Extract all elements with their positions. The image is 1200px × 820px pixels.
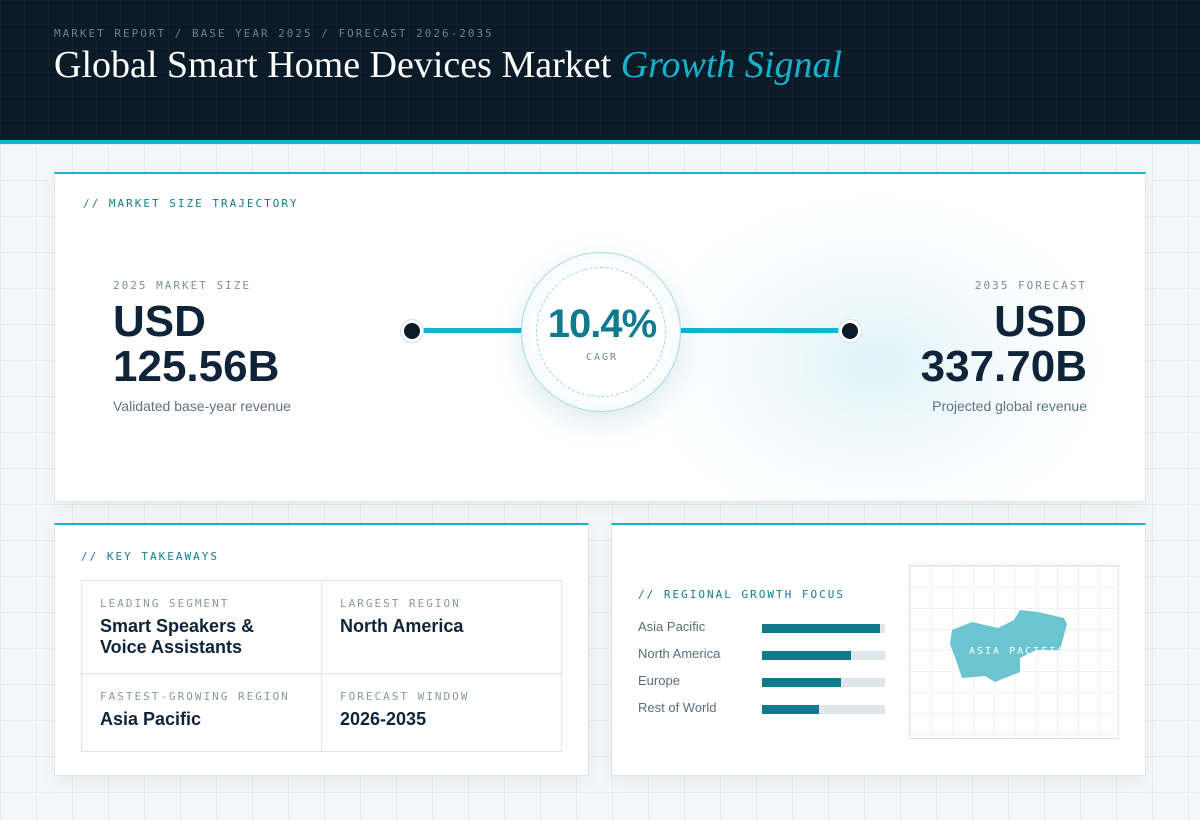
asia-pacific-map-shape [950,610,1067,682]
page-title: Global Smart Home Devices Market Growth … [54,43,842,87]
end-stat-caption: 2035 FORECAST [974,279,1087,292]
page-title-accent: Growth Signal [620,44,843,86]
trajectory-section-label: // MARKET SIZE TRAJECTORY [83,197,299,210]
end-stat-description: Projected global revenue [932,398,1087,414]
takeaway-forecast-window: FORECAST WINDOW 2026-2035 [322,674,562,751]
end-point-marker [839,320,861,342]
takeaway-caption: LEADING SEGMENT [100,597,230,610]
end-stat-currency: USD [994,297,1087,346]
region-bar-label: Rest of World [638,700,717,715]
regional-growth-card: // REGIONAL GROWTH FOCUS Asia Pacific No… [611,523,1146,776]
region-bar-row: Europe [638,673,888,689]
takeaways-section-label: // KEY TAKEAWAYS [81,550,219,563]
region-bar-fill [762,678,841,687]
takeaway-value: North America [340,616,464,636]
region-bar-row: North America [638,646,888,662]
takeaway-fastest-growing-region: FASTEST-GROWING REGION Asia Pacific [82,674,322,751]
start-stat-amount: 125.56B [113,342,280,391]
takeaway-leading-segment: LEADING SEGMENT Smart Speakers & Voice A… [82,581,322,674]
regional-section-label: // REGIONAL GROWTH FOCUS [638,588,845,601]
start-stat-value: USD 125.56B [113,299,373,389]
region-bar-label: Asia Pacific [638,619,706,634]
region-bar-label: Europe [638,673,680,688]
region-map: ASIA PACIFIC [909,565,1119,739]
takeaway-value: Smart Speakers & Voice Assistants [100,616,255,657]
region-bar-row: Rest of World [638,700,888,716]
start-stat-currency: USD [113,297,206,346]
end-stat-amount: 337.70B [920,342,1087,391]
page-title-main: Global Smart Home Devices Market [54,44,612,86]
start-point-marker [401,320,423,342]
takeaway-caption: FASTEST-GROWING REGION [100,690,290,703]
end-stat-value: USD 337.70B [827,299,1087,389]
takeaway-largest-region: LARGEST REGION North America [322,581,562,674]
region-bar-label: North America [638,646,721,661]
start-stat-caption: 2025 MARKET SIZE [113,279,251,292]
region-bar-row: Asia Pacific [638,619,888,635]
cagr-label: CAGR [585,352,619,363]
cagr-inner-ring: 10.4% CAGR [536,267,666,397]
breadcrumb: MARKET REPORT / BASE YEAR 2025 / FORECAS… [54,27,494,40]
trajectory-line-right [675,328,845,333]
takeaways-grid: LEADING SEGMENT Smart Speakers & Voice A… [81,580,562,752]
report-header: MARKET REPORT / BASE YEAR 2025 / FORECAS… [0,0,1200,144]
map-region-label: ASIA PACIFIC [969,646,1066,657]
takeaway-value: Asia Pacific [100,709,202,729]
takeaway-value: 2026-2035 [340,709,427,729]
takeaway-caption: FORECAST WINDOW [340,690,470,703]
region-bar-track [762,624,885,633]
region-bar-fill [762,651,851,660]
start-stat-description: Validated base-year revenue [113,398,291,414]
market-size-trajectory-card: // MARKET SIZE TRAJECTORY 2025 MARKET SI… [54,172,1146,502]
region-bar-fill [762,705,819,714]
cagr-value: 10.4% [547,302,657,346]
takeaway-caption: LARGEST REGION [340,597,461,610]
region-bar-track [762,651,885,660]
region-bar-track [762,705,885,714]
key-takeaways-card: // KEY TAKEAWAYS LEADING SEGMENT Smart S… [54,523,589,776]
region-bar-fill [762,624,881,633]
region-bar-track [762,678,885,687]
cagr-badge: 10.4% CAGR [521,252,681,412]
background-glow [645,194,1105,501]
trajectory-line-left [415,328,527,333]
